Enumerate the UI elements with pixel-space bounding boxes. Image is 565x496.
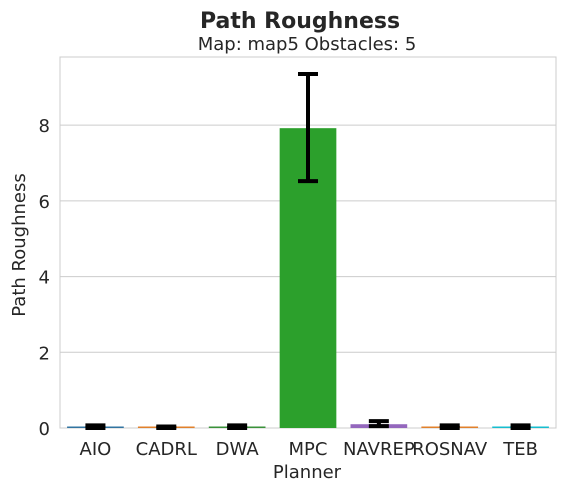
y-tick-label: 4 [39, 268, 50, 289]
x-tick-label: ROSNAV [412, 439, 488, 460]
y-tick-label: 6 [39, 192, 50, 213]
x-tick-label: AIO [80, 439, 112, 460]
y-tick-label: 0 [39, 419, 50, 440]
y-axis-label: Path Roughness [9, 173, 30, 316]
y-ticks: 0 2 4 6 8 [39, 116, 50, 440]
y-tick-label: 2 [39, 343, 50, 364]
x-tick-label: MPC [289, 439, 328, 460]
x-tick-label: NAVREP [343, 439, 415, 460]
x-tick-label: CADRL [136, 439, 197, 460]
chart-subtitle: Map: map5 Obstacles: 5 [198, 34, 417, 55]
chart-title: Path Roughness [200, 9, 400, 34]
x-axis-label: Planner [273, 462, 342, 483]
x-tick-label: TEB [502, 439, 538, 460]
x-tick-label: DWA [216, 439, 260, 460]
y-tick-label: 8 [39, 116, 50, 137]
error-bars [85, 72, 531, 430]
